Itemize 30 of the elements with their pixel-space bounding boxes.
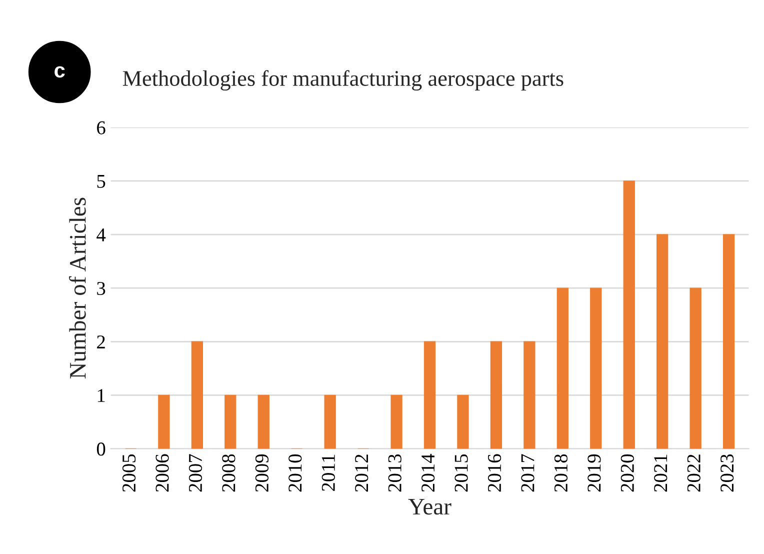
- x-tick-label: 2007: [188, 454, 202, 492]
- x-tick-label: 2012: [355, 454, 368, 492]
- x-tick-label: 2015: [454, 454, 468, 492]
- x-tick-label: 2022: [687, 454, 700, 492]
- x-tick-label: 2013: [388, 454, 402, 492]
- x-tick-label: 2019: [588, 454, 601, 492]
- text: c: [54, 66, 65, 78]
- x-tick-label: 2021: [654, 454, 668, 492]
- x-tick-label: 2009: [255, 454, 268, 492]
- x-tick-label: 2010: [288, 454, 302, 492]
- y-tick-label: 3: [97, 282, 106, 296]
- x-tick-label: 2014: [421, 454, 435, 492]
- x-axis-title: Year: [408, 498, 452, 515]
- y-tick-label: 1: [98, 389, 105, 402]
- x-tick-label: 2020: [620, 454, 634, 492]
- y-tick-label: 5: [97, 174, 106, 188]
- x-tick-label: 2023: [720, 454, 734, 492]
- x-tick-label: 2018: [554, 454, 568, 492]
- chart-title: Methodologies for manufacturing aerospace parts: [122, 70, 564, 91]
- x-tick-label: 2017: [521, 454, 534, 492]
- x-tick-label: 2008: [222, 454, 236, 492]
- y-tick-label: 6: [97, 121, 106, 134]
- y-tick-label: 4: [96, 228, 106, 242]
- x-tick-label: 2011: [322, 454, 335, 491]
- x-tick-label: 2005: [122, 454, 136, 492]
- y-tick-label: 2: [97, 336, 105, 348]
- x-tick-label: 2016: [488, 454, 502, 492]
- x-tick-label: 2006: [156, 454, 169, 492]
- y-axis-title: Number of Articles: [68, 198, 86, 379]
- y-tick-label: 0: [96, 442, 106, 456]
